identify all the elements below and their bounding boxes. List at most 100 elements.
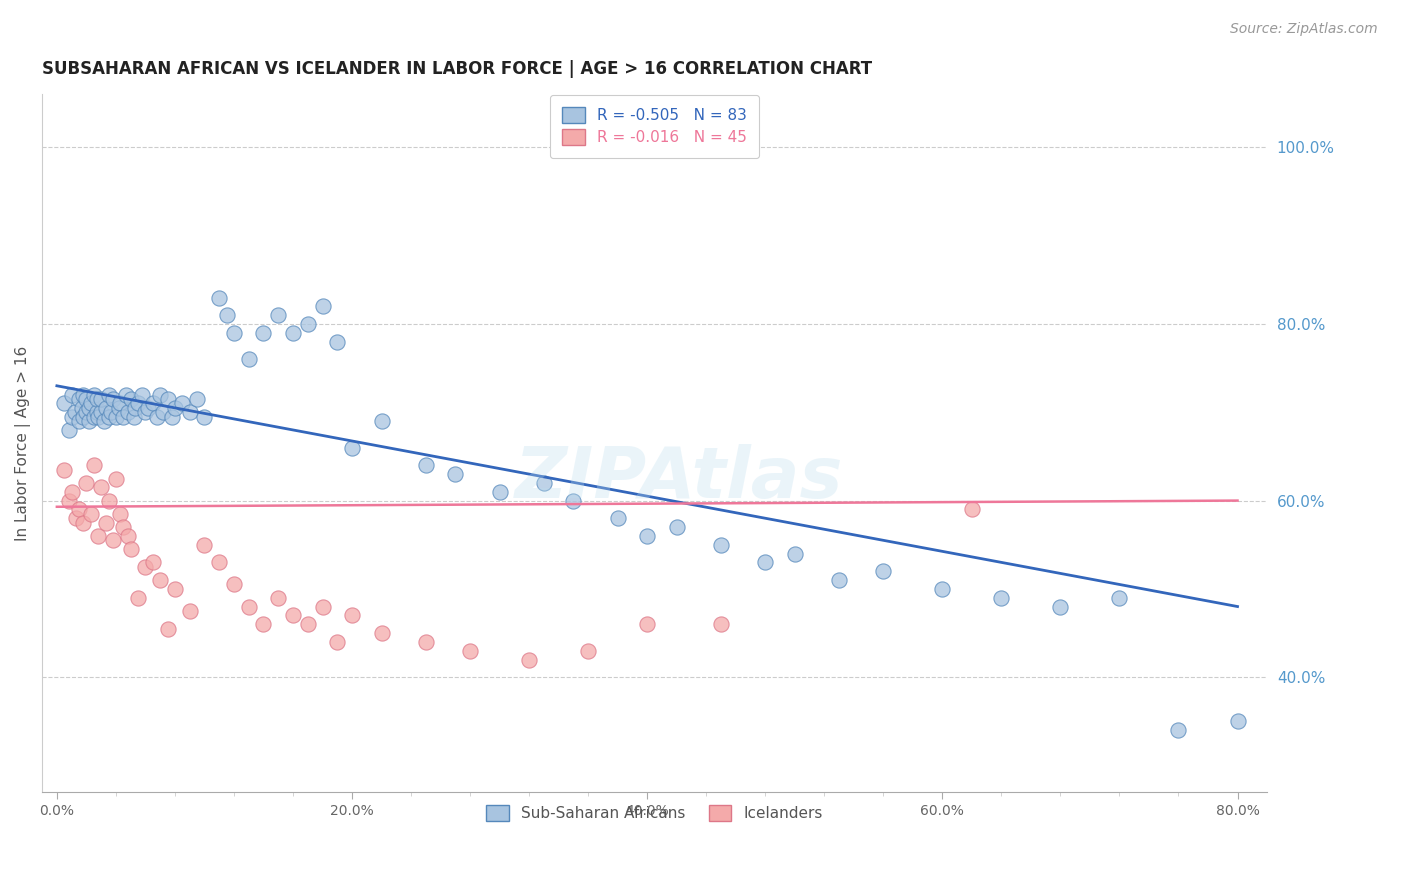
Point bbox=[1167, 723, 1189, 738]
Point bbox=[58, 423, 80, 437]
Point bbox=[101, 533, 124, 548]
Point bbox=[754, 555, 776, 569]
Point bbox=[122, 409, 145, 424]
Point bbox=[281, 608, 304, 623]
Point bbox=[326, 635, 349, 649]
Point bbox=[101, 392, 124, 406]
Point bbox=[112, 409, 135, 424]
Point bbox=[83, 458, 105, 473]
Point bbox=[665, 520, 688, 534]
Point bbox=[94, 516, 117, 530]
Y-axis label: In Labor Force | Age > 16: In Labor Force | Age > 16 bbox=[15, 345, 31, 541]
Point bbox=[80, 396, 103, 410]
Point bbox=[340, 608, 363, 623]
Point bbox=[115, 387, 138, 401]
Point bbox=[1108, 591, 1130, 605]
Point bbox=[872, 564, 894, 578]
Point bbox=[124, 401, 146, 415]
Point bbox=[67, 392, 90, 406]
Point bbox=[370, 626, 392, 640]
Point bbox=[117, 529, 139, 543]
Point bbox=[67, 502, 90, 516]
Point bbox=[97, 409, 120, 424]
Point bbox=[58, 493, 80, 508]
Point bbox=[163, 582, 186, 596]
Point bbox=[86, 392, 108, 406]
Point bbox=[75, 392, 97, 406]
Point bbox=[208, 555, 231, 569]
Point bbox=[65, 511, 87, 525]
Point bbox=[1226, 714, 1249, 729]
Point bbox=[1049, 599, 1071, 614]
Point bbox=[72, 516, 94, 530]
Point bbox=[142, 396, 165, 410]
Point bbox=[87, 529, 110, 543]
Point bbox=[156, 622, 179, 636]
Point bbox=[60, 484, 83, 499]
Point bbox=[415, 635, 437, 649]
Point bbox=[108, 401, 131, 415]
Point bbox=[533, 475, 555, 490]
Point bbox=[104, 471, 127, 485]
Point bbox=[267, 591, 290, 605]
Point bbox=[415, 458, 437, 473]
Point bbox=[783, 547, 806, 561]
Point bbox=[238, 599, 260, 614]
Point bbox=[193, 538, 215, 552]
Point bbox=[120, 392, 142, 406]
Point bbox=[72, 409, 94, 424]
Point bbox=[110, 507, 132, 521]
Point bbox=[340, 441, 363, 455]
Point bbox=[931, 582, 953, 596]
Point bbox=[193, 409, 215, 424]
Point bbox=[53, 396, 76, 410]
Point bbox=[370, 414, 392, 428]
Point bbox=[67, 414, 90, 428]
Point bbox=[80, 507, 103, 521]
Point bbox=[606, 511, 628, 525]
Point bbox=[97, 493, 120, 508]
Point bbox=[72, 387, 94, 401]
Point bbox=[156, 392, 179, 406]
Point bbox=[75, 475, 97, 490]
Point bbox=[131, 387, 153, 401]
Point bbox=[117, 405, 139, 419]
Point bbox=[222, 326, 245, 340]
Point bbox=[172, 396, 194, 410]
Point bbox=[87, 409, 110, 424]
Text: SUBSAHARAN AFRICAN VS ICELANDER IN LABOR FORCE | AGE > 16 CORRELATION CHART: SUBSAHARAN AFRICAN VS ICELANDER IN LABOR… bbox=[42, 60, 872, 78]
Point bbox=[149, 387, 172, 401]
Point bbox=[163, 401, 186, 415]
Point bbox=[990, 591, 1012, 605]
Point bbox=[120, 542, 142, 557]
Point bbox=[83, 409, 105, 424]
Point bbox=[488, 484, 510, 499]
Point bbox=[90, 405, 112, 419]
Point bbox=[97, 387, 120, 401]
Text: Source: ZipAtlas.com: Source: ZipAtlas.com bbox=[1230, 22, 1378, 37]
Point bbox=[208, 291, 231, 305]
Point bbox=[152, 405, 174, 419]
Point bbox=[134, 405, 156, 419]
Point bbox=[281, 326, 304, 340]
Point bbox=[828, 573, 851, 587]
Point bbox=[94, 401, 117, 415]
Point bbox=[149, 573, 172, 587]
Point bbox=[79, 414, 101, 428]
Point bbox=[93, 414, 115, 428]
Point bbox=[90, 480, 112, 494]
Point bbox=[960, 502, 983, 516]
Point bbox=[127, 591, 149, 605]
Point bbox=[83, 387, 105, 401]
Point bbox=[444, 467, 467, 482]
Point bbox=[710, 538, 733, 552]
Point bbox=[75, 405, 97, 419]
Point bbox=[160, 409, 183, 424]
Point bbox=[112, 520, 135, 534]
Point bbox=[311, 299, 333, 313]
Point bbox=[138, 401, 160, 415]
Point bbox=[636, 617, 658, 632]
Point bbox=[179, 604, 201, 618]
Point bbox=[252, 326, 274, 340]
Point bbox=[238, 352, 260, 367]
